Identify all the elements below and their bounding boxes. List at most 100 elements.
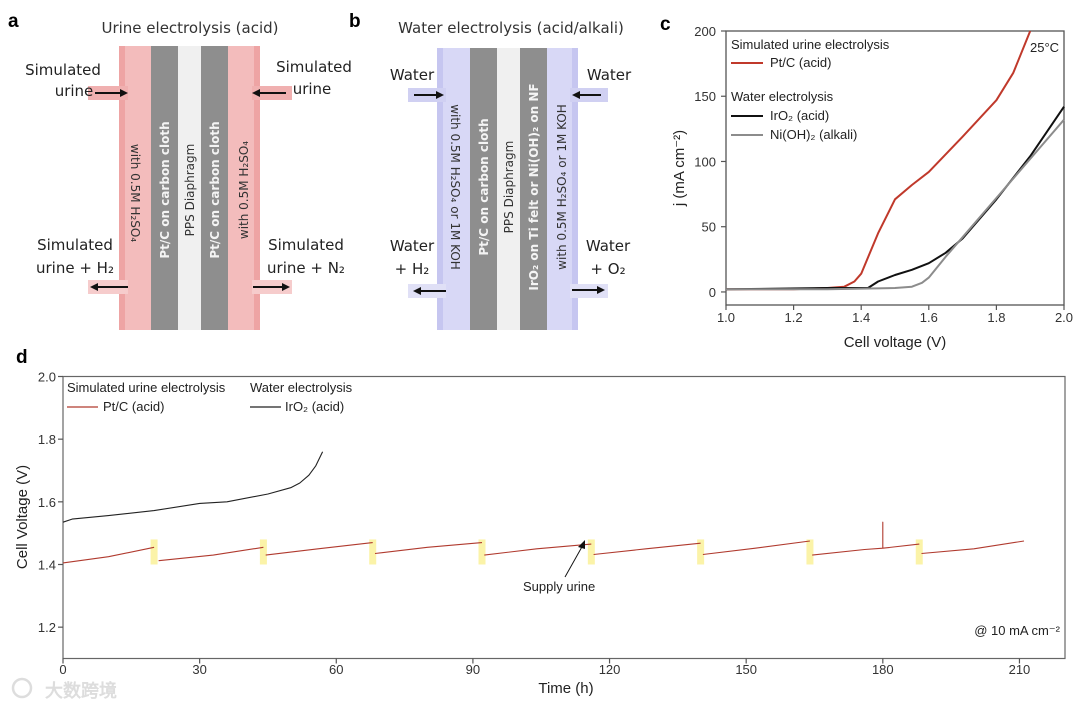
inlet-left-line2: urine <box>55 82 94 100</box>
x-tick-label: 150 <box>735 662 757 677</box>
legend-group-urine: Simulated urine electrolysis <box>67 380 226 395</box>
legend-label-ptc: Pt/C (acid) <box>770 55 831 70</box>
supply-urine-highlight <box>478 539 486 565</box>
x-tick-label: 60 <box>329 662 343 677</box>
panel-letter-b: b <box>349 11 361 32</box>
panel-b-title: Water electrolysis (acid/alkali) <box>398 19 624 37</box>
outlet-left-line2: + H₂ <box>395 260 430 278</box>
chamber-edge <box>437 48 443 330</box>
y-tick-label: 2.0 <box>38 370 56 385</box>
panel-a: a Urine electrolysis (acid) Simulated ur… <box>8 11 352 330</box>
watermark: 大数跨境 <box>45 680 117 702</box>
legend-group-urine: Simulated urine electrolysis <box>731 37 890 52</box>
electrode-right <box>201 46 228 330</box>
electrode-right-label: IrO₂ on Ti felt or Ni(OH)₂ on NF <box>527 83 541 290</box>
x-axis-label: Cell voltage (V) <box>844 334 947 351</box>
electrode-left-label: Pt/C on carbon cloth <box>477 118 491 255</box>
inlet-left-label: Water <box>390 66 435 84</box>
legend-label-nioh2: Ni(OH)₂ (alkali) <box>770 127 857 142</box>
series-line-iro2 <box>62 451 324 523</box>
y-tick-label: 1.2 <box>38 620 56 635</box>
x-tick-label: 1.4 <box>852 310 870 325</box>
series-line-nioh2 <box>726 119 1065 291</box>
inlet-right-line2: urine <box>293 80 332 98</box>
arrowhead <box>413 287 421 295</box>
series-lines <box>725 30 1065 291</box>
y-tick-label: 1.8 <box>38 432 56 447</box>
arrows <box>413 91 605 295</box>
x-tick-label: 0 <box>59 662 66 677</box>
series-line-ptc <box>484 543 592 556</box>
outlet-right-line1: Simulated <box>268 236 344 254</box>
tick-marks: 0 30 60 90 120 150 180 210 1.2 1.4 1.6 1.8 2.0 <box>38 370 1030 678</box>
chamber-edge <box>572 48 578 330</box>
electrode-right <box>520 48 547 330</box>
x-tick-label: 1.8 <box>987 310 1005 325</box>
x-tick-label: 1.6 <box>920 310 938 325</box>
outlet-left-line1: Simulated <box>37 236 113 254</box>
outlet-left-line2: urine + H₂ <box>36 259 114 277</box>
panel-b: b Water electrolysis (acid/alkali) Water… <box>349 11 632 330</box>
panel-c-chart: c 1.0 1.2 1.4 1.6 1.8 2.0 0 50 100 150 200 Cell vo… <box>660 14 1073 351</box>
electrolyte-left-label: with 0.5M H₂SO₄ or 1M KOH <box>448 104 462 270</box>
x-tick-label: 1.0 <box>717 310 735 325</box>
arrowhead <box>90 283 98 291</box>
x-tick-label: 90 <box>466 662 480 677</box>
y-tick-label: 1.4 <box>38 558 56 573</box>
series-line-ptc <box>812 521 920 556</box>
supply-urine-highlight <box>150 539 158 565</box>
series-line-ptc <box>921 540 1025 555</box>
panel-a-title: Urine electrolysis (acid) <box>101 19 278 37</box>
temperature-annotation: 25°C <box>1030 40 1059 55</box>
y-tick-label: 200 <box>694 24 716 39</box>
panel-letter-c: c <box>660 14 671 35</box>
plot-frame <box>62 375 1066 660</box>
membrane-label: PPS Diaphragm <box>183 144 197 237</box>
series-line-ptc <box>702 540 810 556</box>
x-tick-label: 2.0 <box>1055 310 1073 325</box>
tick-marks: 1.0 1.2 1.4 1.6 1.8 2.0 0 50 100 150 200 <box>694 24 1073 325</box>
y-tick-label: 0 <box>709 285 716 300</box>
electrolyte-right-label: with 0.5M H₂SO₄ <box>237 141 251 239</box>
inlet-left-line1: Simulated <box>25 61 101 79</box>
arrowhead <box>252 89 260 97</box>
inlet-right-line1: Simulated <box>276 58 352 76</box>
panel-letter-a: a <box>8 11 19 32</box>
series-line-ptc <box>374 542 483 555</box>
electrode-right-label: Pt/C on carbon cloth <box>208 121 222 258</box>
legend-label-ptc: Pt/C (acid) <box>103 399 164 414</box>
y-axis-label: j (mA cm⁻²) <box>671 130 688 207</box>
supply-urine-highlight <box>915 539 923 565</box>
arrowhead <box>572 91 580 99</box>
series-line-ptc <box>265 542 373 556</box>
y-axis-label: Cell Voltage (V) <box>14 465 31 569</box>
supply-urine-arrow-icon <box>564 544 584 578</box>
membrane-label: PPS Diaphragm <box>502 141 516 234</box>
chamber-edge <box>119 46 125 330</box>
plot-frame <box>725 30 1065 306</box>
inlet-right-label: Water <box>587 66 632 84</box>
series-line-ptc <box>593 542 701 556</box>
electrode-left-label: Pt/C on carbon cloth <box>158 121 172 258</box>
series-lines <box>62 451 1025 564</box>
supply-urine-highlight <box>259 539 267 565</box>
y-tick-label: 150 <box>694 89 716 104</box>
legend-label-iro2: IrO₂ (acid) <box>770 108 829 123</box>
supply-urine-highlights <box>150 539 923 565</box>
electrolyte-left-label: with 0.5M H₂SO₄ <box>128 144 142 242</box>
series-line-ptc <box>62 546 155 564</box>
series-line-ptc <box>158 546 264 562</box>
y-tick-label: 1.6 <box>38 495 56 510</box>
x-tick-label: 30 <box>192 662 206 677</box>
supply-urine-highlight <box>369 539 377 565</box>
panel-d-chart: d 0 30 60 90 120 150 180 210 1.2 1.4 1.6 1.8 2.0 Tim… <box>14 347 1066 697</box>
x-tick-label: 120 <box>599 662 621 677</box>
arrowhead <box>597 286 605 294</box>
x-tick-label: 180 <box>872 662 894 677</box>
supply-urine-highlight <box>697 539 705 565</box>
arrows <box>90 89 290 291</box>
x-tick-label: 210 <box>1009 662 1031 677</box>
watermark-logo-icon <box>11 677 33 699</box>
